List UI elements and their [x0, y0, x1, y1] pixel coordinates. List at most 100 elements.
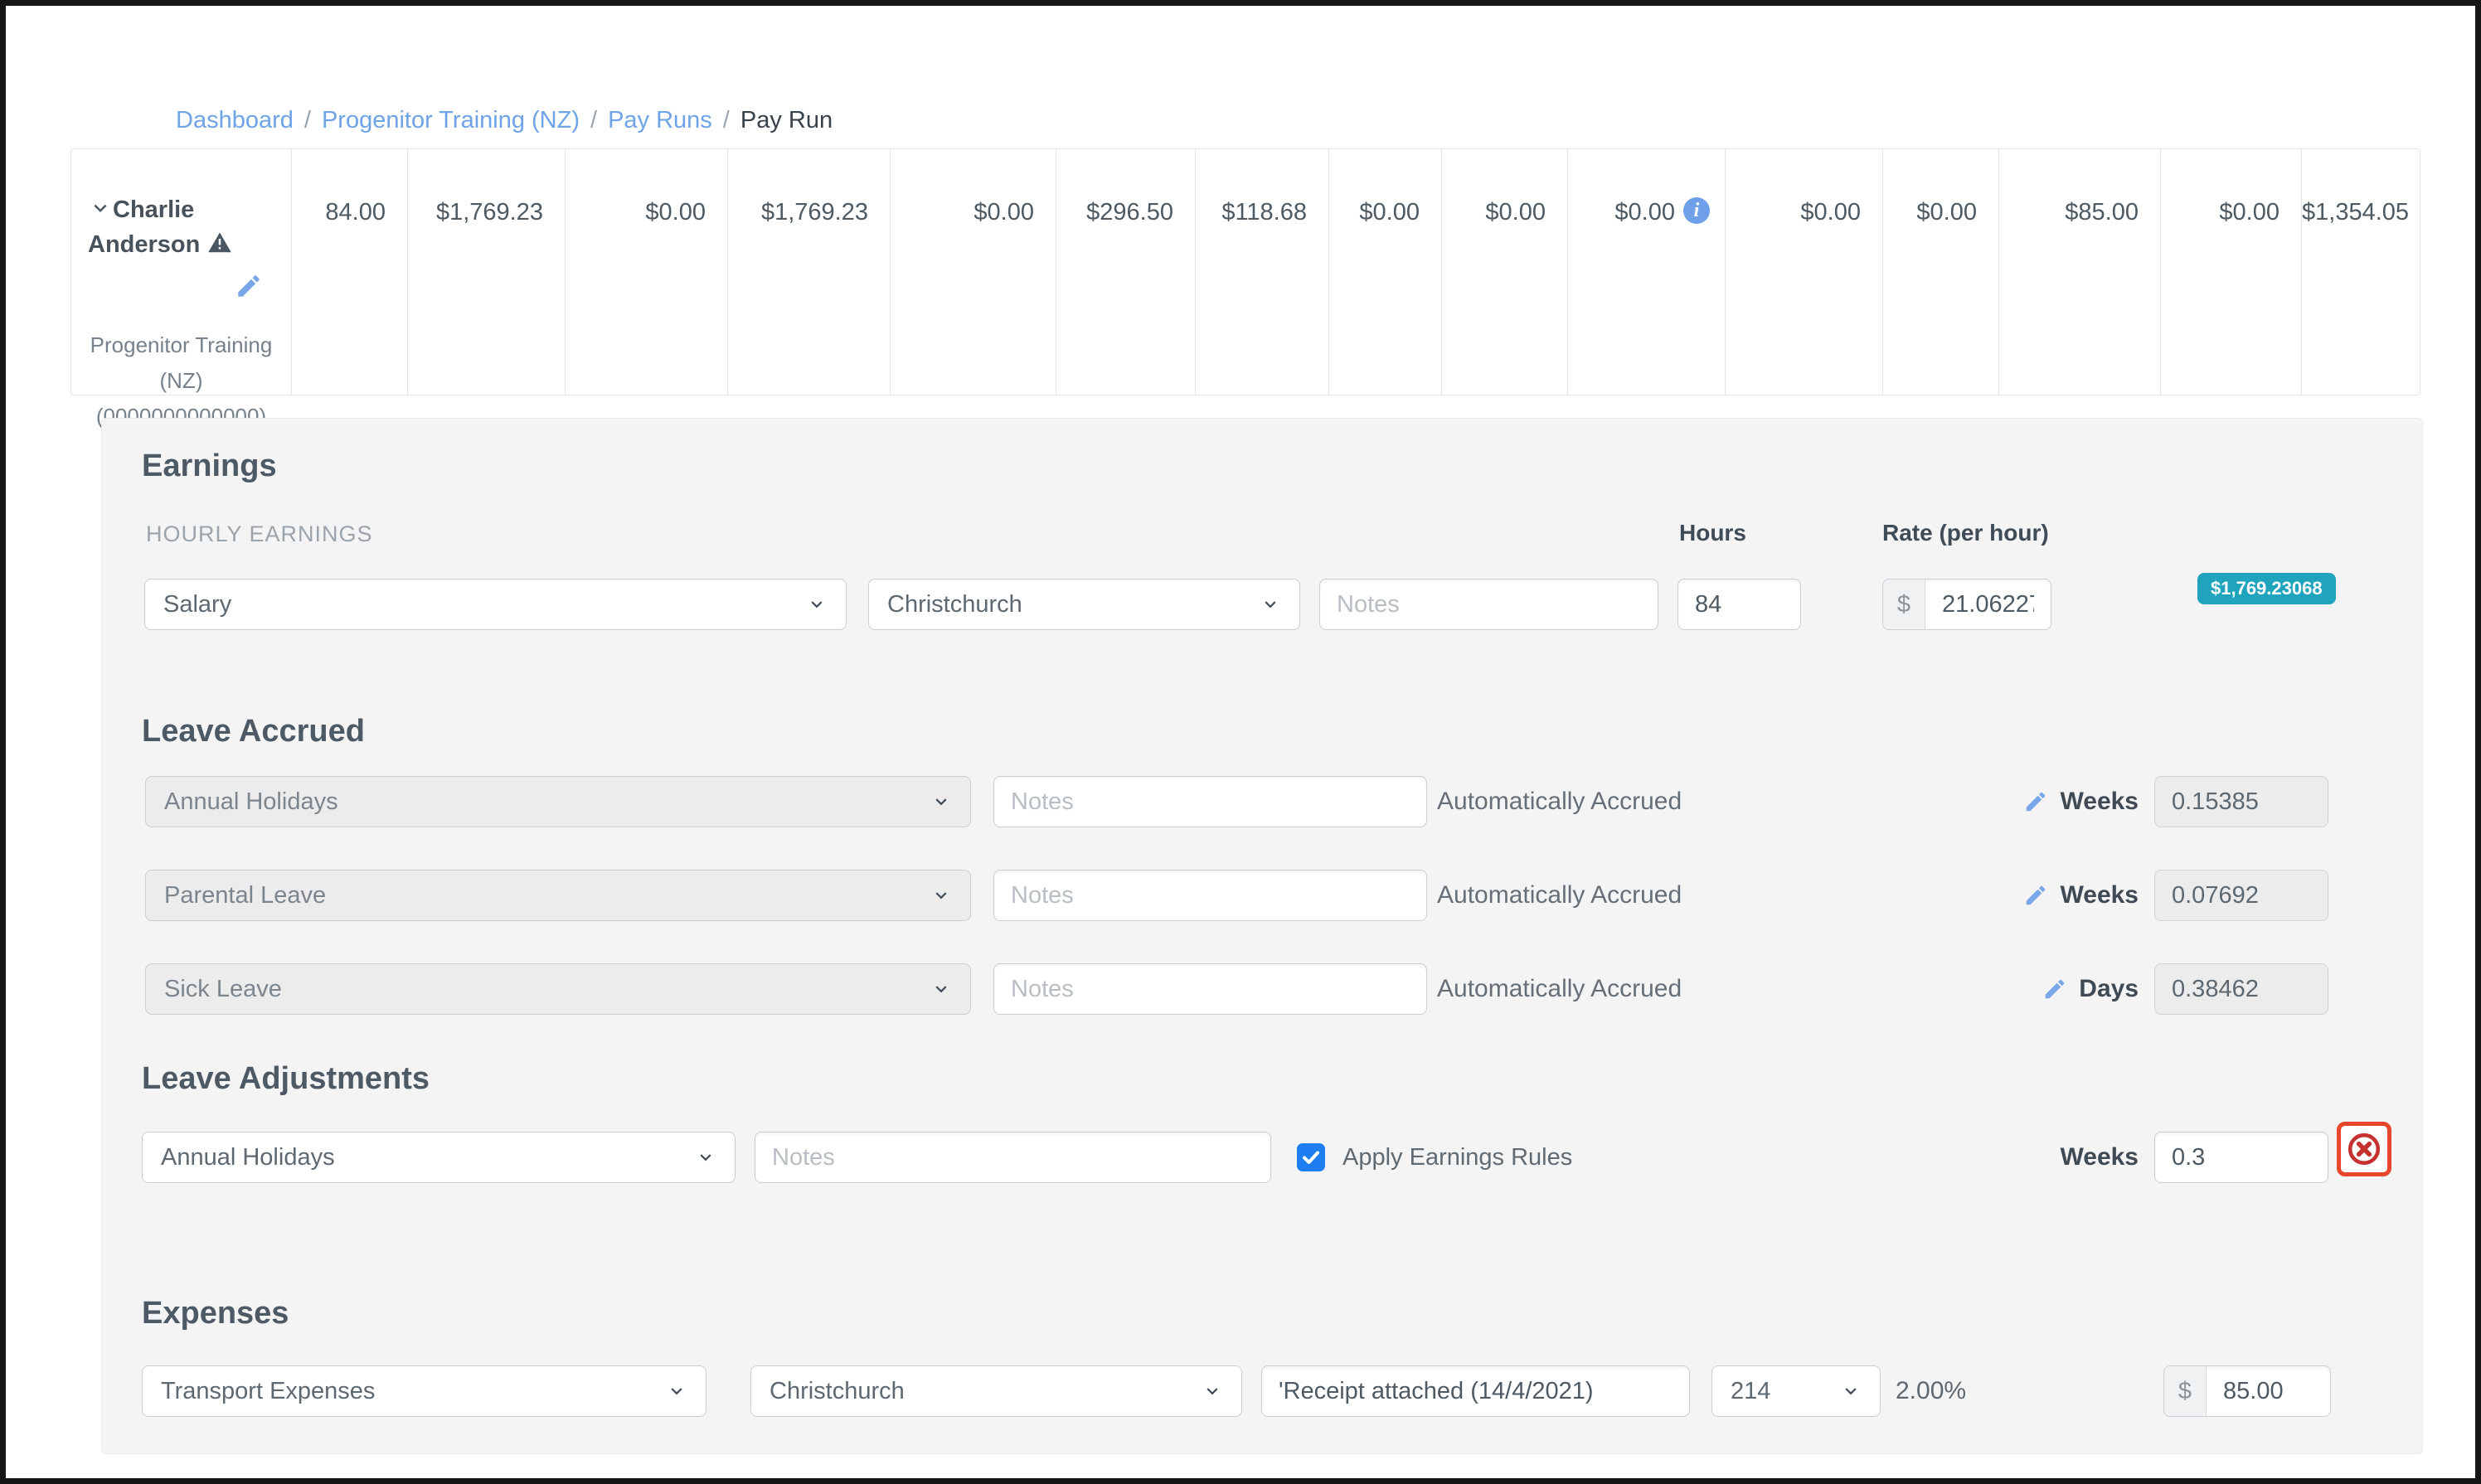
chevron-down-icon	[1265, 601, 1276, 609]
expense-tax-rate: 2.00%	[1896, 1377, 1967, 1404]
pay-summary-cell: $0.00	[1442, 149, 1568, 395]
check-icon	[1303, 1151, 1319, 1164]
earning-rate-input[interactable]	[1925, 579, 2051, 630]
pencil-icon[interactable]	[2042, 977, 2067, 1001]
leave-accrued-notes-input[interactable]	[993, 963, 1427, 1015]
auto-accrued-label: Automatically Accrued	[1437, 975, 1682, 1002]
expense-location-select[interactable]: Christchurch	[750, 1365, 1242, 1417]
pay-summary-cell: $85.00	[1999, 149, 2161, 395]
earning-type-select[interactable]: Salary	[144, 579, 847, 630]
expense-location-value: Christchurch	[770, 1377, 905, 1404]
breadcrumb-separator: /	[590, 107, 598, 133]
unit-label: Days	[2079, 975, 2139, 1002]
chevron-down-icon	[935, 798, 947, 806]
chevron-down-icon	[671, 1388, 682, 1395]
leave-accrued-type-value: Parental Leave	[164, 881, 327, 909]
auto-accrued-label: Automatically Accrued	[1437, 881, 1682, 909]
currency-prefix: $	[2163, 1365, 2207, 1417]
delete-leave-adjustment-button[interactable]	[2337, 1122, 2391, 1176]
leave-accrued-notes-input[interactable]	[993, 870, 1427, 921]
pay-summary-cell-hours: 84.00	[292, 149, 408, 395]
leave-accrued-amount-input	[2154, 870, 2328, 921]
expense-tax-code-select[interactable]: 214	[1711, 1365, 1881, 1417]
pay-summary-cell: $0.00	[1883, 149, 1999, 395]
earning-hours-input[interactable]	[1677, 579, 1801, 630]
employee-cell[interactable]: Charlie Anderson Progenitor Training (NZ…	[71, 149, 292, 429]
breadcrumb-current-pay-run: Pay Run	[740, 107, 833, 133]
earning-location-select[interactable]: Christchurch	[868, 579, 1300, 630]
pay-summary-value: $0.00	[1614, 199, 1675, 226]
leave-accrued-type-value: Annual Holidays	[164, 788, 338, 815]
pencil-icon[interactable]	[2023, 883, 2048, 908]
expense-type-select[interactable]: Transport Expenses	[142, 1365, 706, 1417]
leave-accrued-amount-input	[2154, 776, 2328, 827]
pay-run-detail-panel: Earnings HOURLY EARNINGS Hours Rate (per…	[101, 418, 2423, 1454]
breadcrumb-separator: /	[303, 107, 311, 133]
chevron-down-icon	[700, 1154, 711, 1161]
leave-accrued-unit: Weeks	[1802, 870, 2139, 921]
leave-adjustment-unit: Weeks	[1843, 1132, 2139, 1183]
expense-amount-group: $	[2163, 1365, 2331, 1417]
pay-summary-cell: $0.00	[891, 149, 1056, 395]
breadcrumb-separator: /	[722, 107, 730, 133]
earnings-heading: Earnings	[142, 449, 277, 483]
unit-label: Weeks	[2060, 1143, 2139, 1171]
apply-earnings-rules-checkbox[interactable]	[1297, 1143, 1325, 1171]
employee-name-line: Charlie Anderson	[88, 192, 274, 262]
leave-accrued-unit: Days	[1802, 963, 2139, 1015]
warning-icon	[208, 232, 232, 253]
chevron-down-icon	[935, 892, 947, 900]
breadcrumb-pay-runs[interactable]: Pay Runs	[608, 107, 712, 133]
auto-accrued-label: Automatically Accrued	[1437, 788, 1682, 815]
earning-notes-input[interactable]	[1319, 579, 1658, 630]
chevron-down-icon	[1207, 1388, 1218, 1395]
leave-adjustment-amount-input[interactable]	[2154, 1132, 2328, 1183]
employee-edit	[88, 272, 274, 304]
circle-x-icon	[2347, 1132, 2381, 1166]
pay-summary-cell: $1,769.23	[408, 149, 566, 395]
pencil-icon[interactable]	[2023, 789, 2048, 814]
breadcrumb: Dashboard / Progenitor Training (NZ) / P…	[176, 107, 833, 134]
expense-amount-input[interactable]	[2207, 1365, 2331, 1417]
breadcrumb-business[interactable]: Progenitor Training (NZ)	[321, 107, 580, 133]
unit-label: Weeks	[2060, 788, 2139, 815]
pay-summary-cell: $0.00	[1726, 149, 1883, 395]
earning-location-value: Christchurch	[887, 590, 1022, 618]
chevron-down-icon	[811, 601, 823, 609]
pay-summary-cell: $1,354.05	[2302, 199, 2410, 226]
leave-adjustments-heading: Leave Adjustments	[142, 1061, 430, 1096]
chevron-down-icon[interactable]	[88, 196, 113, 221]
apply-earnings-rules-label: Apply Earnings Rules	[1342, 1144, 1573, 1171]
leave-accrued-type-select: Annual Holidays	[145, 776, 971, 827]
leave-accrued-heading: Leave Accrued	[142, 714, 365, 749]
leave-accrued-type-select: Sick Leave	[145, 963, 971, 1015]
pay-summary-cell: $0.00	[1568, 149, 1726, 395]
leave-adjustment-type-value: Annual Holidays	[161, 1143, 335, 1171]
hours-label: Hours	[1679, 520, 1746, 546]
leave-adjustment-type-select[interactable]: Annual Holidays	[142, 1132, 736, 1183]
pay-summary-cell: $0.00	[2161, 149, 2302, 395]
leave-accrued-type-select: Parental Leave	[145, 870, 971, 921]
pay-summary-cell: $0.00	[1329, 149, 1442, 395]
leave-accrued-amount-input	[2154, 963, 2328, 1015]
pencil-icon[interactable]	[235, 272, 263, 300]
chevron-down-icon	[935, 986, 947, 993]
pay-summary-cell: $296.50	[1056, 149, 1196, 395]
expense-description-input[interactable]	[1261, 1365, 1690, 1417]
leave-accrued-notes-input[interactable]	[993, 776, 1427, 827]
info-icon[interactable]	[1683, 197, 1710, 224]
expense-type-value: Transport Expenses	[161, 1377, 376, 1404]
earning-total-badge: $1,769.23068	[2197, 573, 2336, 604]
rate-label: Rate (per hour)	[1882, 520, 2049, 546]
earning-type-value: Salary	[163, 590, 232, 618]
leave-accrued-type-value: Sick Leave	[164, 975, 282, 1002]
earning-rate-group: $	[1882, 579, 2051, 630]
unit-label: Weeks	[2060, 881, 2139, 909]
pay-summary-row: Charlie Anderson Progenitor Training (NZ…	[70, 148, 2420, 429]
currency-prefix: $	[1882, 579, 1925, 630]
leave-adjustment-notes-input[interactable]	[755, 1132, 1271, 1183]
pay-summary-cell: $1,769.23	[728, 149, 891, 395]
pay-summary-cell: $118.68	[1196, 149, 1329, 395]
breadcrumb-dashboard[interactable]: Dashboard	[176, 107, 294, 133]
employee-name: Charlie Anderson	[88, 196, 201, 259]
